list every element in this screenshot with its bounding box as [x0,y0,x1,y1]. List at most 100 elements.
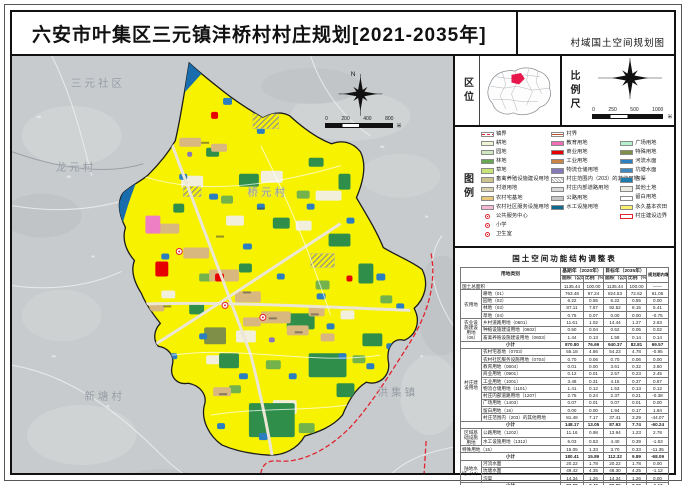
landuse-patch [242,243,252,250]
table-row: 园地（02） 6.22 0.55 6.22 0.55 0.00 [461,296,669,305]
legend-item: 公共服务中心 [481,212,549,221]
legend-swatch [551,168,565,174]
table-value-cell: 1.02 [582,318,604,327]
table-row: 物流仓储用地（1101） 1.41 0.12 1.53 0.13 0.12 [461,384,669,393]
table-row: 特殊用地（15） 15.05 1.33 3.70 0.33 -11.35 [460,445,669,454]
table-value-cell: 0.14 [625,333,648,342]
poi-symbols [175,248,267,321]
table-value-cell: 0.13 [582,333,604,342]
landuse-patch [217,423,226,430]
table-value-cell: 824.53 [602,289,627,298]
table-value-cell: 0.32 [625,362,648,371]
table-value-cell: -0.38 [646,391,669,400]
table-header-cell: 用地类别 [460,266,561,284]
map-region-label: 洪集镇 [377,386,419,399]
table-value-cell: 0.00 [646,398,669,408]
table-value-cell: 1.27 [625,318,648,327]
landuse-patch [149,303,165,312]
legend-item-label: 河流水面 [635,158,657,165]
table-value-cell: 0.00 [646,296,669,305]
table-value-cell: 0.98 [582,428,604,438]
inner-frame: 六安市叶集区三元镇沣桥村村庄规划[2021-2035年] 村域国土空间规划图 [10,10,676,485]
table-row: 村庄内部道路用地（1207） 2.75 0.24 2.37 0.21 -0.38 [461,391,669,400]
landuse-patch [235,330,256,343]
table-value-cell: 0.02 [646,325,669,335]
table-value-cell: 69.57 [646,340,669,349]
legend-swatch [551,141,565,147]
map-scalebar-unit: 米 [396,124,402,130]
table-name-cell: 特殊用地（15） [460,445,561,454]
landuse-patch [206,355,223,365]
legend-item: 沟渠 [620,175,672,184]
table-value-cell: 4.86 [582,347,604,357]
legend-swatch [484,213,491,220]
legend-item-label: 卫生室 [495,230,512,237]
side-panel: 区位 [455,56,674,485]
table-value-cell: 0.07 [559,398,584,408]
legend-swatch [484,231,491,238]
legend-item: 广场用地 [620,139,672,148]
table-row: 水工设施用地（1312） 6.03 0.53 4.40 0.39 -1.63 [461,436,669,447]
table-value-cell: 0.00 [646,474,669,483]
legend-swatch [551,195,565,201]
table-value-cell: 0.00 [559,406,584,415]
legend-item: 村界 [551,130,618,139]
legend-item: 留白用地 [620,194,672,203]
table-name-cell: 公路用地（1202） [481,428,561,438]
landuse-patch [288,373,297,380]
landuse-patch [145,215,161,234]
table-value-cell: 20.22 [559,459,584,469]
table-value-cell: 0.00 [602,311,627,320]
scalebar-tick: 400 [363,115,372,122]
table-value-cell: 1.94 [646,406,669,415]
legend-item-label: 工业用地 [566,158,588,165]
table-name-cell: 广场用地（1403） [481,398,561,408]
table-name-cell: 小计 [460,452,561,461]
table-value-cell: 1.94 [602,406,627,415]
legend-swatch [481,177,494,183]
table-group-cell: 陆地水域（17） [460,459,482,483]
table-value-cell: 9.89 [625,452,648,461]
table-value-cell: 4.40 [602,436,627,447]
table-row: 农用地 耕地（01） 763.48 67.24 824.53 72.62 61.05 [460,289,669,320]
legend-column: 广场用地 特殊用地 河流水面 坑塘水面 沟渠 其他土地 留白用地 永久基本农田 村庄建设边界 [620,130,672,245]
table-name-cell: 留白用地（16） [481,406,561,415]
landuse-patch [315,280,330,290]
table-row: 国土总面积 1135.44 100.00 1135.44 100.00 —— [460,282,669,291]
table-value-cell: 1135.44 [559,282,584,291]
table-value-cell: 1.23 [625,428,648,438]
legend-swatch [551,177,565,183]
legend-item: 村庄范围内（203）的其他用地 [551,175,639,184]
legend-item: 农村宅基地 [481,194,549,203]
legend-swatch [620,140,634,147]
landuse-patch [260,170,283,183]
scalebar-tick: 0 [325,115,328,122]
legend-swatch [551,186,565,192]
landuse-patch [326,323,335,330]
table-value-cell: 49.42 [559,466,584,476]
legend-item: 农村社区服务设施用地 [481,203,549,212]
table-value-cell: 7.30 [625,481,648,485]
legend-item: 其他土地 [620,184,672,193]
terrain-settlement-specks [36,115,429,408]
legend-swatch [620,177,634,183]
table-value-cell: 3.61 [602,362,627,371]
table-value-cell: 0.14 [646,333,669,342]
legend-swatch [481,131,494,138]
legend-item: 镇界 [481,130,549,139]
table-name-cell: 种植设施建设用地（0602） [481,325,561,335]
panel-scalebar-bar [592,113,664,119]
north-arrow-icon [338,73,383,116]
table-row: 畜禽养殖设施建设用地（0603） 1.44 0.13 1.58 0.14 0.14 [461,333,669,342]
table-value-cell: 0.23 [625,369,648,379]
landuse-patch [268,337,275,343]
legend-item: 草地 [481,166,549,175]
legend-swatch [620,204,634,210]
table-value-cell: -11.35 [646,445,669,454]
table-value-cell: 4.35 [582,466,604,476]
table-value-cell: 87.11 [559,303,584,313]
table-value-cell: 6.22 [602,296,627,305]
table-name-cell: 坑塘水面 [481,466,561,476]
table-value-cell: 1.44 [559,333,584,342]
